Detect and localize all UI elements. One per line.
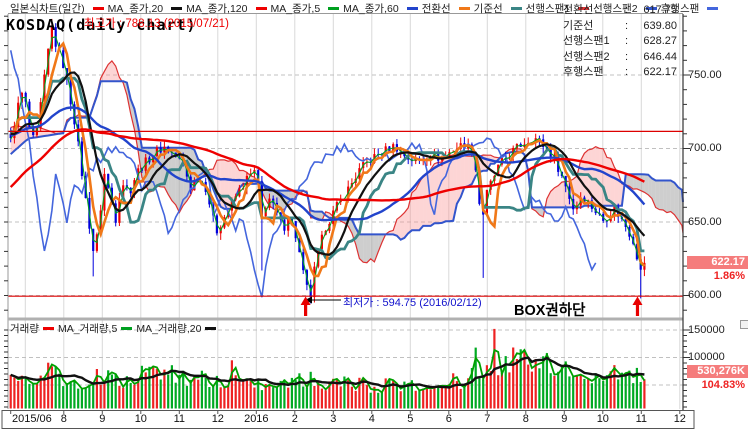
indicator-value-row: 기준선:639.80 [563,19,677,32]
legend-color-dash [92,6,104,10]
high-price-annotation: 최고가 : 788.13 (2015/07/21) [84,18,229,30]
x-axis-label: 5 [407,413,414,425]
x-axis-label: 7 [484,413,491,425]
x-axis-label: 2015/06 [12,413,52,425]
indicator-value-row: 선행스팬2:646.44 [563,50,677,63]
legend-color-dash [707,6,719,10]
x-axis-label: 10 [596,413,609,425]
up-arrow-marker [300,296,311,316]
legend-item: MA_거래량,5 [57,323,118,335]
legend-item: 거래량 [10,323,39,335]
axis-ticks [4,15,690,414]
x-axis-label: 11 [173,413,186,425]
volume-axis-label: 150000 [688,323,725,336]
box-range-label: BOX권하단 [514,303,586,319]
y-axis-label: 750.00 [688,68,722,81]
y-axis-label: 600.00 [688,289,722,301]
pane-toggle-button[interactable] [740,320,748,329]
x-axis-label: 10 [134,413,147,425]
x-axis-label: 12 [673,413,686,425]
x-axis-label: 6 [445,413,452,425]
indicator-values-panel: 전환선:617.75 기준선:639.80 선행스팬1:628.27 선행스팬2:64… [563,3,677,81]
x-axis-label: 3 [330,413,337,425]
x-axis-label: 4 [368,413,375,425]
legend-color-dash [458,6,470,10]
legend-item: 선행스팬1 [525,3,571,15]
x-axis-label: 2016 [244,413,269,425]
legend-item: MA_종가,5 [270,3,321,15]
x-axis-label: 12 [211,413,224,425]
y-axis-label: 650.00 [688,215,722,228]
legend-item: 후행스팬 [660,3,700,15]
legend-item: 선행스팬2 [593,3,638,15]
volume-series-legend: 거래량 MA_거래량,5 MA_거래량,20 [10,321,220,336]
legend-item: 전환선 [421,3,451,15]
legend-color-dash [510,6,522,10]
low-price-annotation: 최저가 : 594.75 (2016/02/12) [343,297,482,309]
x-axis-label: 11 [635,413,648,425]
current-volume-badge: 530,276K [687,365,748,378]
indicator-value-row: 선행스팬1:628.27 [563,35,677,48]
volume-bars [9,328,646,409]
legend-color-dash [406,6,418,10]
volume-change-label: 104.83% [687,379,748,391]
legend-item: MA_종가,20 [107,3,164,15]
volume-axis-label: 100000 [688,351,725,363]
horizontal-trendlines[interactable] [8,130,683,297]
x-axis-label: 8 [60,413,67,425]
x-axis-label: 9 [561,413,568,425]
price-series-legend: 일본식차트(일간) MA_종가,20 MA_종가,120 MA_종가,5 MA_종가,6… [10,1,722,16]
up-arrow-marker [632,296,643,316]
legend-item: 일본식차트(일간) [10,3,85,15]
price-gridlines [8,74,683,386]
legend-color-dash [121,326,133,330]
low-price-connector [305,296,341,304]
indicator-value-row: 전환선:617.75 [563,4,677,16]
legend-color-dash [171,6,183,10]
legend-color-dash [645,6,657,10]
price-change-label: 1.86% [687,270,748,282]
y-axis-label: 700.00 [688,142,722,154]
current-price-badge: 622.17 [687,256,748,269]
legend-color-dash [205,326,217,330]
pane-frame [1,13,695,429]
legend-item: MA_종가,120 [186,3,248,15]
legend-item: MA_거래량,20 [136,323,202,335]
x-axis-label: 8 [522,413,529,425]
legend-color-dash [328,6,340,10]
legend-item: 기준선 [473,3,503,15]
x-axis-label: 2 [291,413,298,425]
legend-color-dash [255,6,267,10]
legend-color-dash [578,6,590,10]
x-axis-label: 9 [99,413,106,425]
legend-color-dash [42,326,54,330]
legend-item: MA_종가,60 [343,3,399,15]
indicator-value-row: 후행스팬:622.17 [563,66,677,79]
chart-title: KOSDAQ(daily chart) [6,16,197,34]
